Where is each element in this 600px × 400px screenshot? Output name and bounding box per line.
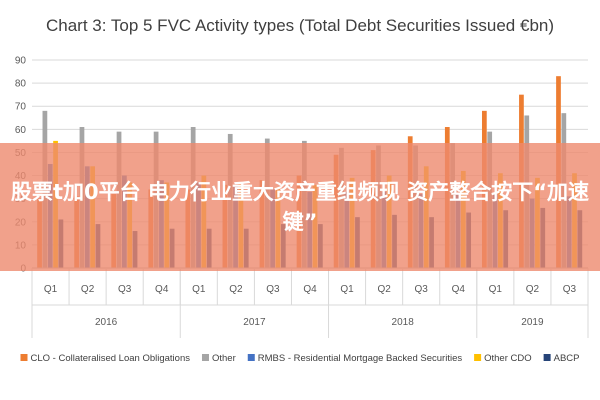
x-tick-label: Q3: [415, 284, 429, 295]
legend-swatch: [543, 354, 551, 361]
legend-label: CLO - Collateralised Loan Obligations: [31, 353, 191, 364]
headline-overlay-text: 股票t加0平台 电力行业重大资产重组频现 资产整合按下“加速键”: [10, 180, 590, 234]
x-tick-label: Q4: [303, 284, 317, 295]
x-tick-label: Q4: [452, 284, 466, 295]
y-tick-label: 90: [15, 56, 27, 67]
x-axis: Q1 Q2 Q3 Q4 Q1 Q2 Q3 Q4 Q1 Q2 Q3 Q4 Q1 Q2 Q3 2016 2017 20…: [31, 267, 589, 338]
x-tick-label: Q1: [340, 284, 354, 295]
x-year-label: 2017: [243, 317, 266, 328]
legend-swatch: [20, 354, 28, 361]
legend-swatch: [474, 354, 482, 361]
legend-label: RMBS - Residential Mortgage Backed Secur…: [258, 353, 463, 364]
legend-label: Other CDO: [484, 353, 532, 364]
legend-label: ABCP: [554, 353, 580, 364]
x-tick-label: Q3: [266, 284, 280, 295]
y-tick-label: 80: [15, 79, 27, 90]
x-tick-label: Q2: [81, 284, 95, 295]
y-tick-label: 70: [15, 102, 27, 113]
y-tick-label: 60: [15, 125, 27, 136]
legend-swatch: [247, 354, 255, 361]
x-year-label: 2016: [95, 317, 118, 328]
x-tick-label: Q3: [118, 284, 132, 295]
x-tick-label: Q4: [155, 284, 169, 295]
x-year-label: 2019: [521, 317, 544, 328]
legend: CLO - Collateralised Loan Obligations Oth…: [20, 353, 580, 364]
x-tick-label: Q2: [526, 284, 540, 295]
chart-title: Chart 3: Top 5 FVC Activity types (Total…: [46, 16, 554, 35]
headline-overlay-banner: 股票t加0平台 电力行业重大资产重组频现 资产整合按下“加速键”: [0, 143, 600, 271]
x-tick-label: Q3: [563, 284, 577, 295]
x-tick-label: Q1: [192, 284, 206, 295]
x-tick-label: Q2: [229, 284, 243, 295]
x-year-label: 2018: [392, 317, 415, 328]
legend-label: Other: [212, 353, 236, 364]
x-tick-label: Q1: [489, 284, 503, 295]
x-tick-label: Q1: [44, 284, 58, 295]
legend-swatch: [201, 354, 209, 361]
x-tick-label: Q2: [377, 284, 391, 295]
